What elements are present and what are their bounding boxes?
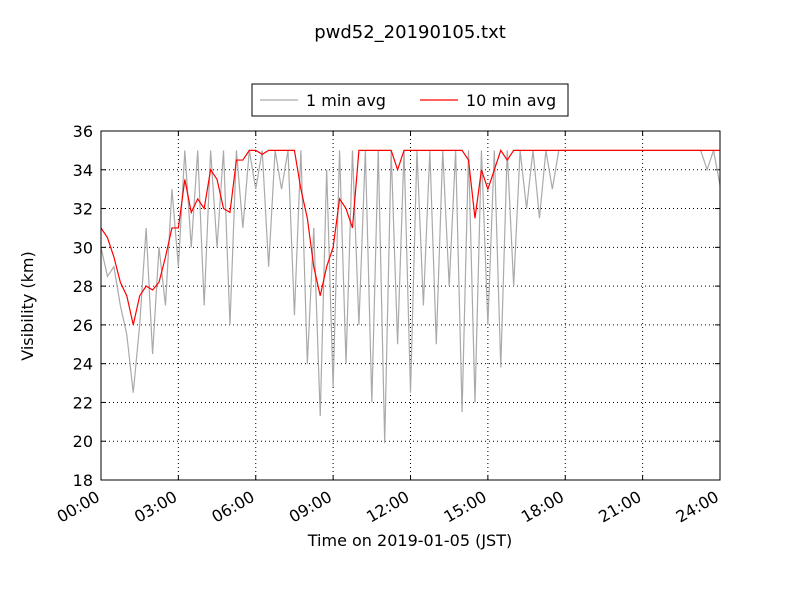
legend-label: 1 min avg bbox=[306, 91, 386, 110]
chart-title: pwd52_20190105.txt bbox=[314, 22, 506, 43]
x-axis-label: Time on 2019-01-05 (JST) bbox=[307, 531, 512, 550]
plot-frame bbox=[100, 130, 721, 481]
y-tick-label: 22 bbox=[73, 393, 93, 412]
y-tick-label: 32 bbox=[73, 200, 93, 219]
y-tick-label: 34 bbox=[73, 161, 93, 180]
y-tick-label: 30 bbox=[73, 238, 93, 257]
legend-label: 10 min avg bbox=[466, 91, 556, 110]
series-line bbox=[100, 149, 720, 326]
y-tick-label: 28 bbox=[73, 277, 93, 296]
legend-box bbox=[251, 83, 569, 117]
y-tick-label: 18 bbox=[73, 471, 93, 490]
y-tick-label: 20 bbox=[73, 432, 93, 451]
y-tick-label: 26 bbox=[73, 316, 93, 335]
y-tick-label: 36 bbox=[73, 122, 93, 141]
y-axis-label: Visibility (km) bbox=[18, 251, 37, 360]
y-tick-label: 24 bbox=[73, 355, 93, 374]
